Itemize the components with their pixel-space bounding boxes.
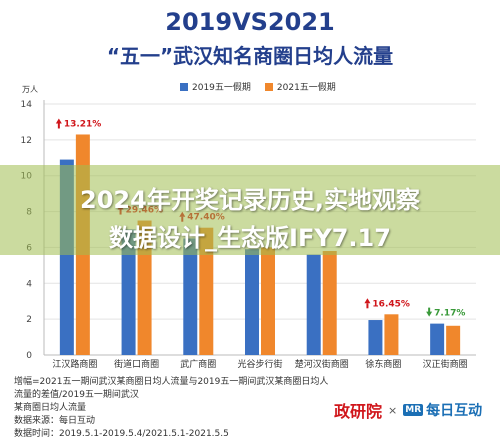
growth-label: 7.17% [434,309,465,319]
y-tick-label: 12 [21,136,32,146]
bar-2019 [245,249,259,355]
x-tick-label: 汉正街商圈 [423,358,468,370]
logo-separator: × [388,403,398,417]
arrow-down-stem [428,307,431,313]
overlay-text-line2: 数据设计_生态版IFY7.17 [109,224,391,252]
bar-2021 [322,251,337,355]
legend-item-2019: 2019五一假期 [180,80,251,93]
logo-meiri-text: 每日互动 [426,403,483,419]
arrow-up-stem [57,123,60,129]
x-tick-label: 徐东商圈 [365,358,401,370]
arrow-up-icon [55,118,62,124]
y-tick-label: 14 [21,100,33,110]
bar-2019 [368,320,383,355]
bar-2021 [446,325,461,355]
x-tick-label: 江汉路商圈 [52,358,97,370]
note-source: 数据来源：每日互动 [14,416,96,426]
y-tick-label: 2 [26,315,32,325]
chart-notes: 增幅=2021五一期间武汉某商圈日均人流量与2019五一期间武汉某商圈日均人流量… [14,376,334,441]
logo-meiri: MR 每日互动 [403,400,482,420]
chart-subtitle: “五一”武汉知名商圈日均人流量 [106,44,394,68]
bar-2021 [199,227,214,355]
legend-label-2021: 2021五一假期 [276,83,336,93]
bar-2019 [121,229,136,355]
note-time: 数据时间：2019.5.1-2019.5.4/2021.5.1-2021.5.5 [14,429,229,439]
bar-2019 [306,254,321,355]
arrow-up-icon [364,298,371,304]
growth-label: 13.21% [64,119,102,129]
bar-2021 [261,247,275,355]
arrow-down-icon [426,311,433,317]
x-tick-label: 街道口商圈 [114,358,159,370]
overlay-band [0,165,500,255]
note-line-2: 某商圈日均人流量 [14,403,87,413]
x-tick-label: 武广商圈 [180,358,216,370]
chart-title: 2019VS2021 [165,8,335,36]
logo-zhengyanyuan: 政研院 [334,402,383,421]
legend-swatch-2019 [180,82,188,91]
growth-label: 16.45% [372,299,410,309]
legend: 2019五一假期 2021五一假期 [180,80,336,93]
bar-2021 [384,314,399,355]
logo-mr-badge: MR [403,404,424,416]
y-tick-label: 4 [26,279,32,289]
legend-item-2021: 2021五一假期 [264,80,336,93]
x-tick-label: 楚河汉街商圈 [295,358,349,370]
bar-2019 [430,323,445,355]
logo-group: 政研院 × MR 每日互动 [334,398,482,422]
arrow-up-stem [366,303,369,309]
overlay-text-line1: 2024年开奖记录历史,实地观察 [80,186,420,214]
legend-swatch-2021 [264,82,273,91]
note-line-1: 增幅=2021五一期间武汉某商圈日均人流量与2019五一期间武汉某商圈日均人流量… [14,377,329,400]
legend-label-2019: 2019五一假期 [192,83,251,93]
y-tick-label: 0 [26,351,32,361]
y-axis-label: 万人 [22,85,38,94]
bar-2019 [183,238,198,355]
x-tick-label: 光谷步行街 [237,358,282,370]
